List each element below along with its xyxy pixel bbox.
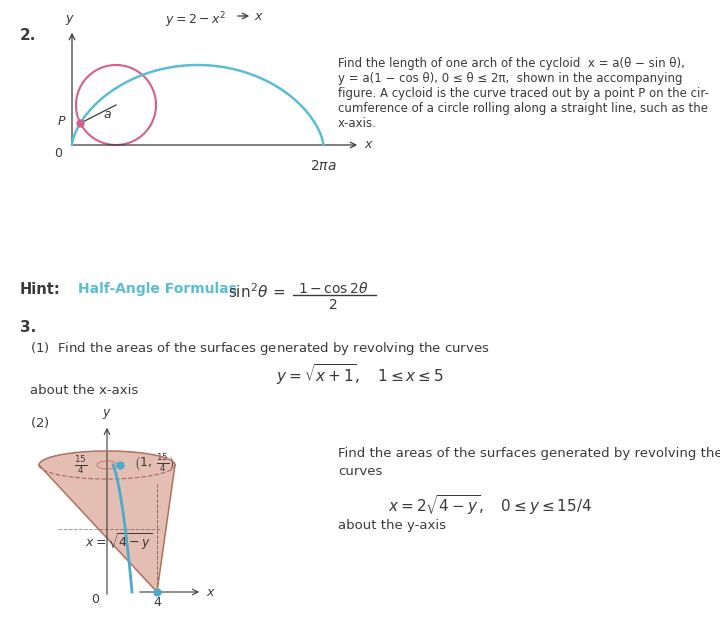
- Text: $x$: $x$: [206, 585, 216, 598]
- Text: Find the areas of the surfaces generated by revolving the: Find the areas of the surfaces generated…: [338, 447, 720, 460]
- Text: about the y-axis: about the y-axis: [338, 519, 446, 532]
- Text: 2.: 2.: [20, 28, 37, 43]
- Text: $(2)$: $(2)$: [30, 415, 50, 430]
- Text: $x$: $x$: [254, 11, 264, 24]
- Text: $y = 2 - x^2$: $y = 2 - x^2$: [165, 10, 225, 30]
- Polygon shape: [39, 451, 175, 592]
- Text: 4: 4: [153, 596, 161, 609]
- Text: $\frac{15}{4}$: $\frac{15}{4}$: [74, 454, 88, 476]
- Text: $1 - \cos 2\theta$: $1 - \cos 2\theta$: [298, 281, 368, 296]
- Text: $x = 2\sqrt{4 - y},\quad 0 \leq y \leq 15/4$: $x = 2\sqrt{4 - y},\quad 0 \leq y \leq 1…: [388, 493, 593, 517]
- Text: $x$: $x$: [364, 138, 374, 151]
- Text: Hint:: Hint:: [20, 282, 60, 297]
- Text: $x = \sqrt{4-y}$: $x = \sqrt{4-y}$: [85, 531, 152, 552]
- Text: Find the length of one arch of the cycloid  x = a(θ − sin θ),: Find the length of one arch of the cyclo…: [338, 57, 685, 70]
- Text: 0: 0: [54, 147, 62, 160]
- Text: $P$: $P$: [57, 115, 66, 128]
- Text: 3.: 3.: [20, 320, 36, 335]
- Text: $y = \sqrt{x + 1},\quad 1 \leq x \leq 5$: $y = \sqrt{x + 1},\quad 1 \leq x \leq 5$: [276, 362, 444, 387]
- Text: y = a(1 − cos θ), 0 ≤ θ ≤ 2π,  shown in the accompanying: y = a(1 − cos θ), 0 ≤ θ ≤ 2π, shown in t…: [338, 72, 683, 85]
- Text: $2\pi a$: $2\pi a$: [310, 159, 337, 173]
- Text: figure. A cycloid is the curve traced out by a point P on the cir-: figure. A cycloid is the curve traced ou…: [338, 87, 709, 100]
- Text: $y$: $y$: [102, 407, 112, 421]
- Text: Half-Angle Formulas: Half-Angle Formulas: [78, 282, 237, 296]
- Text: x-axis.: x-axis.: [338, 117, 377, 130]
- Text: $\left(1,\, \frac{15}{4}\right)$: $\left(1,\, \frac{15}{4}\right)$: [133, 452, 174, 474]
- Text: curves: curves: [338, 465, 382, 478]
- Text: 0: 0: [91, 593, 99, 606]
- Text: $2$: $2$: [328, 298, 338, 312]
- Text: $a$: $a$: [103, 108, 112, 120]
- Text: $\sin^2\!\theta\, =$: $\sin^2\!\theta\, =$: [228, 282, 285, 301]
- Text: about the x-axis: about the x-axis: [30, 384, 138, 397]
- Text: $(1)$  Find the areas of the surfaces generated by revolving the curves: $(1)$ Find the areas of the surfaces gen…: [30, 340, 490, 357]
- Text: $y$: $y$: [65, 13, 75, 27]
- Text: cumference of a circle rolling along a straight line, such as the: cumference of a circle rolling along a s…: [338, 102, 708, 115]
